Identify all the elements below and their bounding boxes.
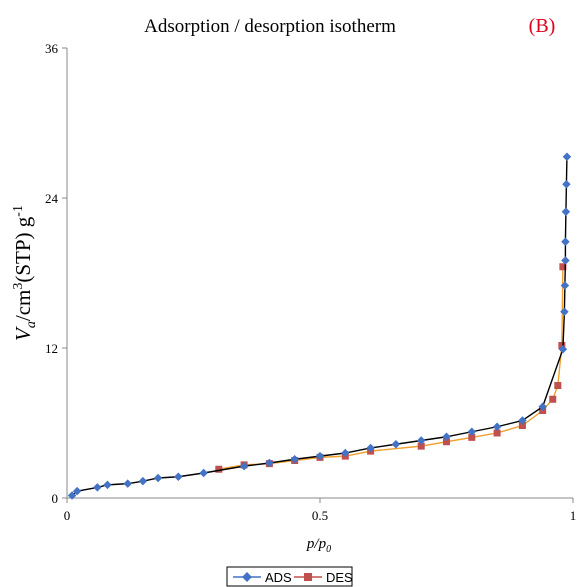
axis-ticks: 0 12 24 36 0 0.5 1 [45, 41, 576, 523]
x-axis-label-main: p/p [306, 536, 327, 552]
des-point [215, 465, 223, 473]
y-axis-label-sup1: 3 [11, 283, 26, 290]
des-point [468, 433, 476, 441]
y-axis-label-rest2: (STP) g [11, 216, 35, 282]
y-tick-label: 0 [52, 491, 59, 506]
ads-point [561, 207, 571, 216]
des-point [558, 342, 566, 349]
x-axis-label: p/p0 [306, 536, 331, 555]
ads-point [562, 180, 571, 189]
ads-point [562, 152, 572, 161]
ads-point [123, 479, 132, 488]
ads-point [561, 237, 570, 246]
legend-ads-marker [242, 572, 252, 582]
ads-point [442, 432, 451, 441]
des-point [417, 442, 425, 450]
y-tick-label: 36 [45, 41, 59, 56]
ads-point [518, 416, 527, 425]
legend: ADS DES [226, 566, 353, 587]
ads-point [416, 436, 426, 445]
des-point [554, 382, 562, 389]
legend-des-label: DES [326, 570, 353, 585]
ads-point [538, 402, 547, 411]
ads-point [138, 476, 148, 486]
y-tick-label: 12 [45, 341, 58, 356]
series-des [215, 263, 567, 473]
y-axis-label-main: V [11, 326, 35, 341]
y-axis-label-rest: /cm [11, 290, 35, 322]
y-axis-label-sup2: -1 [11, 205, 26, 217]
legend-box [226, 566, 353, 587]
des-point [549, 395, 557, 403]
ads-point [315, 451, 325, 461]
ads-point [103, 480, 112, 490]
ads-point [239, 461, 249, 471]
ads-point [199, 468, 208, 478]
des-point [493, 429, 501, 437]
ads-point [72, 486, 82, 496]
ads-point [561, 256, 570, 265]
des-point [559, 263, 567, 271]
series-ads [67, 152, 572, 500]
series-layer [67, 152, 572, 500]
legend-des-marker [304, 573, 312, 581]
x-tick-label: 1 [570, 508, 577, 523]
ads-point [67, 491, 77, 500]
ads-point [467, 427, 477, 436]
series-line-des [218, 266, 564, 470]
chart-title: Adsorption / desorption isotherm [144, 16, 396, 37]
ads-point [391, 440, 401, 449]
panel-label: (B) [529, 15, 556, 37]
ads-point [341, 448, 350, 458]
x-axis-label-sub: 0 [326, 544, 331, 555]
y-axis-label: Va/cm3(STP) g-1 [11, 205, 39, 341]
ads-point [492, 422, 502, 431]
ads-point [93, 483, 102, 492]
y-axis-label-sub: a [24, 321, 39, 328]
y-tick-label: 24 [45, 191, 59, 206]
ads-point [560, 307, 569, 316]
ads-point [290, 455, 299, 464]
des-point [518, 422, 526, 429]
series-line-ads [71, 156, 568, 497]
ads-point [174, 472, 183, 481]
ads-point [558, 345, 568, 354]
legend-ads-label: ADS [265, 570, 292, 585]
ads-point [265, 458, 274, 468]
x-tick-label: 0.5 [312, 508, 328, 523]
des-point [443, 438, 450, 446]
ads-point [560, 281, 570, 290]
x-tick-label: 0 [64, 508, 71, 523]
ads-point [366, 443, 375, 453]
ads-point [153, 473, 163, 483]
